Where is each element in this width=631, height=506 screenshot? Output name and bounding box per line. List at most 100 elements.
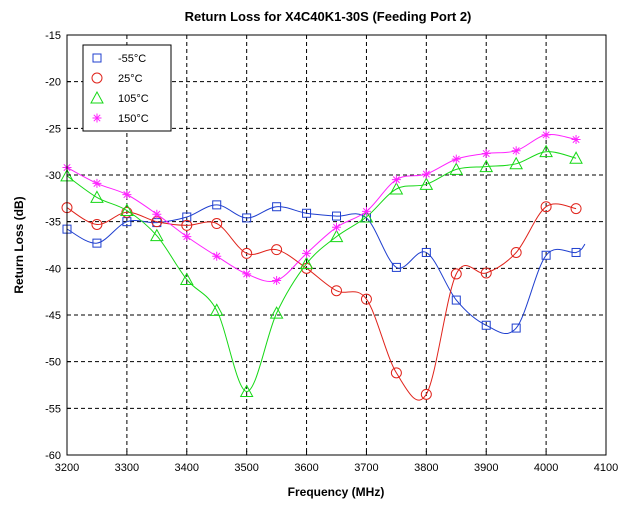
x-tick-label: 3700 (354, 462, 378, 474)
data-point (389, 181, 404, 195)
data-point (272, 202, 282, 212)
data-point (332, 211, 341, 221)
data-point (421, 169, 431, 179)
data-point (122, 190, 132, 200)
data-point (481, 149, 491, 159)
data-point (451, 295, 461, 305)
data-point (212, 200, 222, 210)
data-point (510, 246, 522, 258)
data-point (272, 275, 282, 285)
legend-item: 25°C (91, 72, 143, 85)
x-tick-label: 3200 (55, 462, 79, 474)
x-axis-label: Frequency (MHz) (288, 485, 385, 499)
data-point (569, 151, 583, 164)
data-point (152, 209, 162, 219)
data-point (120, 203, 134, 216)
y-tick-label: -20 (45, 77, 61, 89)
data-point (539, 144, 553, 158)
data-point (92, 238, 102, 248)
data-point (121, 206, 133, 218)
series-line (66, 203, 577, 401)
data-point (182, 212, 192, 222)
y-tick-label: -60 (45, 450, 61, 462)
legend-label: -55°C (118, 53, 146, 65)
data-point (361, 206, 371, 216)
legend-marker (92, 113, 102, 123)
legend-item: 105°C (90, 90, 149, 105)
data-point (540, 201, 552, 213)
legend-label: 25°C (118, 73, 143, 85)
data-point (92, 178, 102, 188)
y-tick-label: -45 (45, 310, 61, 322)
data-point (179, 272, 194, 286)
legend-item: 150°C (92, 113, 149, 125)
data-point (211, 218, 223, 230)
data-point (242, 213, 252, 223)
x-tick-label: 3300 (115, 462, 139, 474)
data-point (511, 323, 521, 333)
data-point (391, 262, 401, 272)
grid (67, 35, 606, 455)
y-tick-label: -15 (45, 30, 61, 42)
data-point (299, 256, 314, 270)
legend-marker (91, 72, 103, 84)
y-tick-label: -55 (45, 403, 61, 415)
series-layer (60, 130, 586, 401)
series-line (66, 204, 586, 335)
data-point (359, 209, 374, 223)
data-point (302, 248, 312, 258)
data-point (449, 162, 464, 175)
data-point (391, 175, 401, 185)
data-point (360, 293, 372, 305)
data-point (329, 229, 344, 243)
legend-item: -55°C (92, 53, 146, 65)
series-0 (62, 200, 586, 335)
legend-label: 150°C (118, 113, 149, 125)
y-tick-label: -25 (45, 123, 61, 135)
data-point (420, 388, 432, 400)
series-line (66, 151, 577, 393)
data-point (271, 244, 283, 256)
legend-label: 105°C (118, 93, 149, 105)
y-tick-label: -35 (45, 217, 61, 229)
data-point (480, 267, 492, 279)
data-point (571, 135, 581, 145)
x-tick-label: 3400 (175, 462, 199, 474)
data-point (481, 320, 491, 330)
data-point (421, 247, 431, 257)
y-tick-label: -50 (45, 357, 61, 369)
data-point (419, 177, 434, 190)
x-tick-label: 3900 (474, 462, 498, 474)
data-point (571, 247, 581, 257)
data-point (450, 268, 462, 280)
series-1 (61, 201, 582, 401)
data-point (332, 222, 341, 232)
x-tick-label: 3600 (294, 462, 318, 474)
ticks: 3200 3300 3400 3500 3600 3700 3800 3900 4000 4100… (45, 30, 618, 474)
data-point (570, 203, 582, 215)
data-point (541, 250, 551, 260)
data-point (451, 154, 461, 164)
y-tick-label: -40 (45, 263, 61, 275)
x-tick-label: 4100 (594, 462, 618, 474)
x-tick-label: 4000 (534, 462, 558, 474)
data-point (541, 130, 551, 140)
data-point (181, 219, 193, 231)
data-point (149, 228, 164, 242)
data-point (90, 190, 104, 203)
y-axis-label: Return Loss (dB) (12, 196, 26, 293)
legend: -55°C 25°C 105°C 150°C (82, 44, 172, 132)
x-tick-label: 3800 (414, 462, 438, 474)
data-point (390, 367, 402, 379)
data-point (182, 232, 192, 242)
legend-marker (90, 90, 104, 104)
data-point (509, 156, 524, 170)
data-point (241, 247, 253, 259)
x-tick-label: 3500 (234, 462, 258, 474)
data-point (302, 208, 312, 218)
data-point (212, 251, 222, 261)
data-point (242, 269, 252, 279)
plot-frame (66, 34, 607, 456)
data-point (479, 159, 494, 173)
